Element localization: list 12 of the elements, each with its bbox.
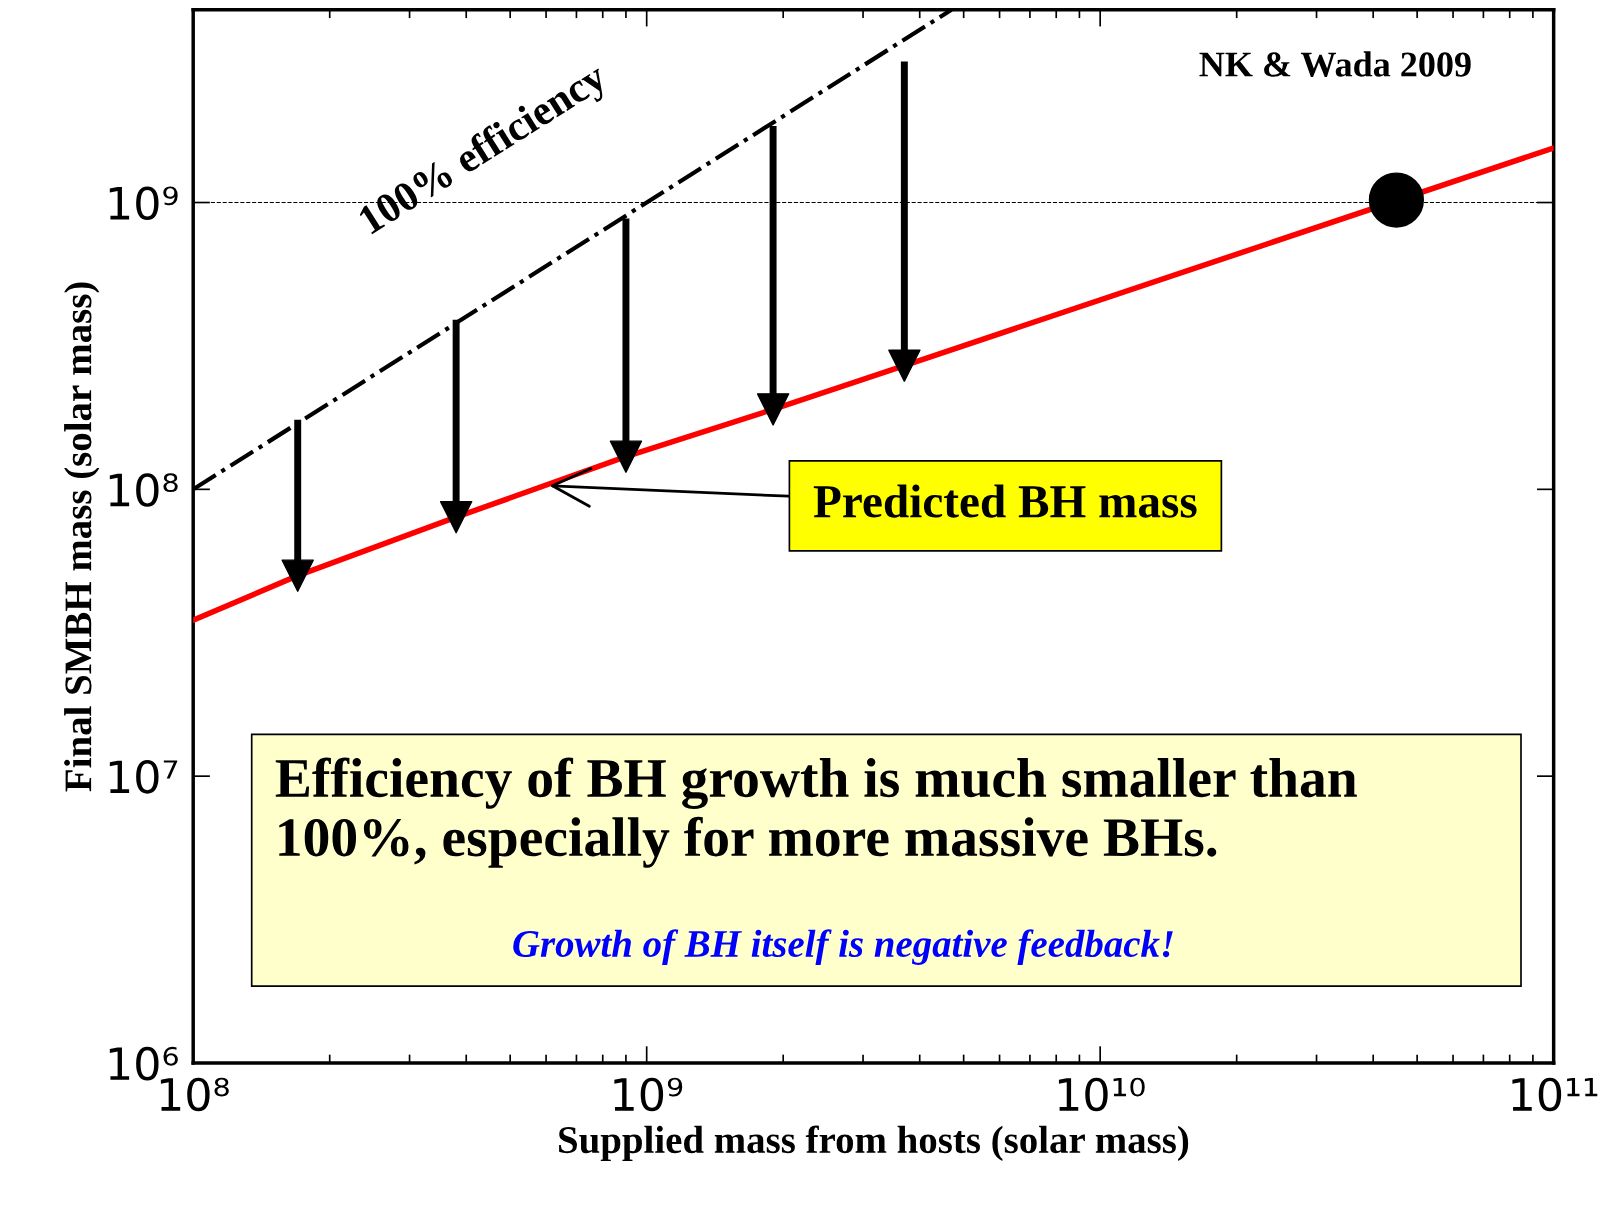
y-tick-label: 10⁷ — [109, 760, 178, 794]
annotation: Growth of BH itself is negative feedback! — [513, 929, 1173, 965]
y-axis-title: Final SMBH mass (solar mass) — [64, 282, 100, 792]
annotation: NK & Wada 2009 — [1199, 51, 1471, 77]
x-tick-label: 10¹⁰ — [1058, 1077, 1145, 1112]
x-tick-label: 10¹¹ — [1512, 1077, 1598, 1112]
y-tick-label: 10⁹ — [109, 186, 178, 221]
annotation: Predicted BH mass — [813, 484, 1197, 518]
y-tick-label: 10⁸ — [109, 473, 178, 507]
x-tick-label: 10⁹ — [614, 1077, 683, 1112]
x-axis-title: Supplied mass from hosts (solar mass) — [559, 1125, 1189, 1162]
annotation: Efficiency of BH growth is much smaller than 100%, especially for more massive BHs. — [275, 757, 1357, 868]
